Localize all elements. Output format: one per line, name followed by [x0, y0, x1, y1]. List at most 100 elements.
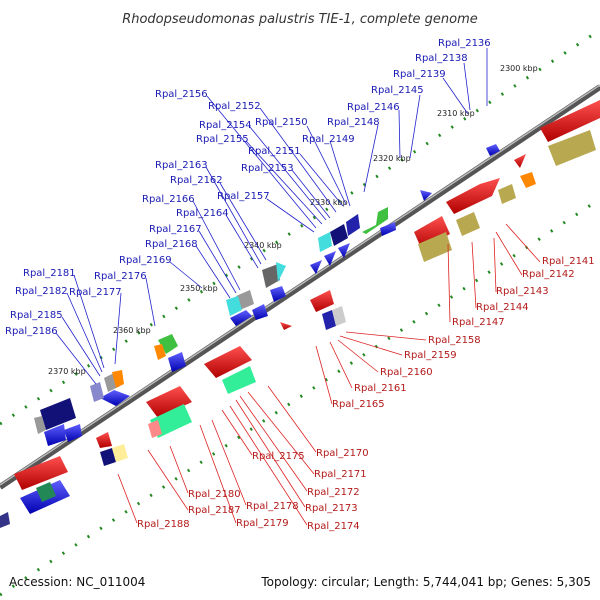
gene-label[interactable]: Rpal_2176	[94, 271, 147, 282]
gene-feature[interactable]	[100, 448, 116, 466]
gene-feature[interactable]	[280, 322, 292, 330]
gene-label[interactable]: Rpal_2147	[452, 317, 505, 328]
gene-label[interactable]: Rpal_2156	[155, 89, 208, 100]
tick-row-outer	[0, 28, 600, 426]
gene-feature[interactable]	[112, 444, 128, 462]
gene-label[interactable]: Rpal_2152	[208, 101, 261, 112]
gene-feature[interactable]	[148, 420, 162, 438]
gene-label[interactable]: Rpal_2148	[327, 117, 380, 128]
gene-label[interactable]: Rpal_2141	[542, 256, 595, 267]
gene-feature[interactable]	[100, 390, 130, 406]
gene-feature[interactable]	[252, 304, 268, 320]
gene-label[interactable]: Rpal_2171	[314, 469, 367, 480]
gene-feature[interactable]	[36, 482, 56, 502]
gene-feature[interactable]	[362, 207, 388, 234]
gene-feature[interactable]	[154, 344, 166, 360]
gene-feature[interactable]	[446, 178, 500, 214]
gene-label[interactable]: Rpal_2150	[255, 117, 308, 128]
gene-label[interactable]: Rpal_2166	[142, 194, 195, 205]
gene-label[interactable]: Rpal_2175	[252, 451, 305, 462]
gene-label[interactable]: Rpal_2162	[170, 175, 223, 186]
gene-label[interactable]: Rpal_2174	[307, 521, 360, 532]
gene-feature[interactable]	[96, 432, 112, 448]
gene-label[interactable]: Rpal_2139	[393, 69, 446, 80]
gene-feature[interactable]	[514, 154, 526, 168]
gene-feature[interactable]	[332, 306, 346, 326]
gene-feature[interactable]	[230, 310, 252, 326]
gene-feature[interactable]	[346, 214, 360, 236]
gene-label[interactable]: Rpal_2154	[199, 120, 252, 131]
gene-label[interactable]: Rpal_2155	[196, 134, 249, 145]
gene-feature[interactable]	[414, 216, 450, 250]
gene-label[interactable]: Rpal_2164	[176, 208, 229, 219]
gene-label[interactable]: Rpal_2186	[5, 326, 58, 337]
gene-label[interactable]: Rpal_2180	[188, 489, 241, 500]
gene-label[interactable]: Rpal_2173	[305, 503, 358, 514]
gene-label[interactable]: Rpal_2160	[380, 367, 433, 378]
gene-label[interactable]: Rpal_2161	[354, 383, 407, 394]
gene-feature[interactable]	[418, 232, 452, 262]
gene-feature[interactable]	[310, 260, 322, 274]
gene-feature[interactable]	[486, 144, 500, 156]
gene-label[interactable]: Rpal_2145	[371, 85, 424, 96]
gene-feature[interactable]	[520, 172, 536, 188]
gene-label[interactable]: Rpal_2149	[302, 134, 355, 145]
gene-label[interactable]: Rpal_2185	[10, 310, 63, 321]
gene-label[interactable]: Rpal_2168	[145, 239, 198, 250]
gene-feature[interactable]	[322, 310, 336, 330]
gene-feature[interactable]	[456, 212, 480, 236]
gene-feature[interactable]	[158, 334, 178, 354]
gene-label[interactable]: Rpal_2153	[241, 163, 294, 174]
gene-feature[interactable]	[420, 190, 432, 201]
gene-feature[interactable]	[64, 424, 82, 442]
gene-feature[interactable]	[0, 512, 10, 528]
gene-feature[interactable]	[222, 366, 256, 394]
gene-label[interactable]: Rpal_2163	[155, 160, 208, 171]
gene-label[interactable]: Rpal_2169	[119, 255, 172, 266]
gene-feature[interactable]	[262, 264, 280, 288]
gene-label[interactable]: Rpal_2142	[522, 269, 575, 280]
gene-feature[interactable]	[498, 184, 516, 204]
gene-feature[interactable]	[168, 352, 186, 372]
gene-feature[interactable]	[34, 416, 46, 434]
gene-label[interactable]: Rpal_2158	[428, 335, 481, 346]
gene-feature[interactable]	[90, 382, 104, 402]
gene-label[interactable]: Rpal_2181	[23, 268, 76, 279]
gene-feature[interactable]	[146, 386, 192, 418]
gene-label[interactable]: Rpal_2179	[236, 518, 289, 529]
gene-feature[interactable]	[14, 456, 68, 490]
gene-label[interactable]: Rpal_2167	[149, 224, 202, 235]
gene-feature[interactable]	[226, 296, 242, 316]
tick-label: 2350 kbp	[180, 284, 218, 293]
gene-feature[interactable]	[338, 243, 350, 258]
gene-label[interactable]: Rpal_2177	[69, 287, 122, 298]
gene-label[interactable]: Rpal_2165	[332, 399, 385, 410]
gene-feature[interactable]	[270, 286, 286, 302]
gene-label[interactable]: Rpal_2170	[316, 448, 369, 459]
gene-feature[interactable]	[310, 290, 334, 312]
gene-label[interactable]: Rpal_2144	[476, 302, 529, 313]
gene-label[interactable]: Rpal_2159	[404, 350, 457, 361]
gene-label[interactable]: Rpal_2143	[496, 286, 549, 297]
gene-feature[interactable]	[112, 370, 124, 388]
gene-label[interactable]: Rpal_2138	[415, 53, 468, 64]
gene-label[interactable]: Rpal_2182	[15, 286, 68, 297]
gene-label[interactable]: Rpal_2151	[248, 146, 301, 157]
gene-feature[interactable]	[324, 251, 336, 266]
gene-label[interactable]: Rpal_2188	[137, 519, 190, 530]
gene-label[interactable]: Rpal_2172	[307, 487, 360, 498]
gene-feature[interactable]	[44, 424, 66, 446]
gene-label[interactable]: Rpal_2136	[438, 38, 491, 49]
gene-feature[interactable]	[548, 130, 596, 166]
gene-feature[interactable]	[540, 100, 600, 142]
gene-feature[interactable]	[330, 224, 348, 246]
gene-feature[interactable]	[40, 398, 76, 430]
gene-feature[interactable]	[276, 262, 286, 282]
gene-feature[interactable]	[318, 232, 332, 252]
gene-label[interactable]: Rpal_2178	[246, 501, 299, 512]
gene-feature[interactable]	[380, 222, 396, 236]
gene-feature[interactable]	[204, 346, 252, 378]
gene-label[interactable]: Rpal_2146	[347, 102, 400, 113]
gene-label[interactable]: Rpal_2187	[188, 505, 241, 516]
gene-label[interactable]: Rpal_2157	[217, 191, 270, 202]
